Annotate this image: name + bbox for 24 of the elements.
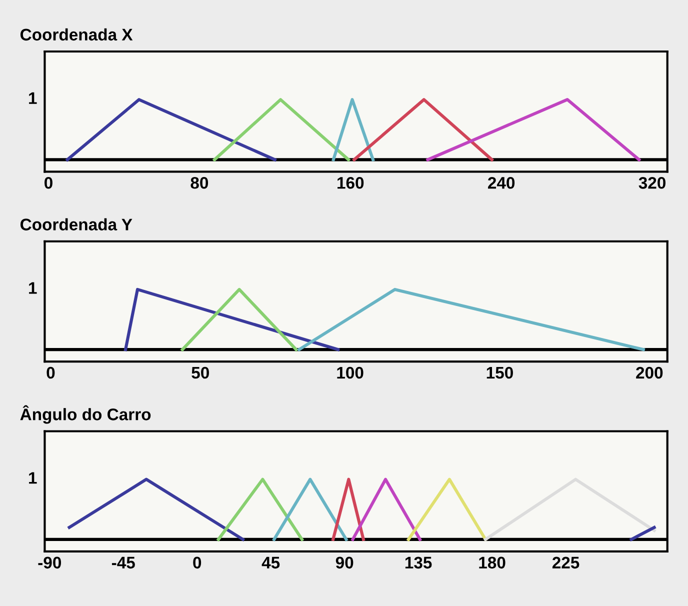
x-tick-label: 200	[636, 366, 663, 379]
x-tick-label: 100	[337, 366, 364, 379]
x-tick-label: -90	[38, 556, 61, 569]
x-tick-label: 0	[193, 556, 202, 569]
x-tick-label: 135	[405, 556, 432, 569]
x-tick-label: -45	[112, 556, 135, 569]
text: 1	[29, 92, 37, 104]
x-tick-label: 180	[479, 556, 506, 569]
x-tick-label: 90	[336, 556, 354, 569]
x-tick-label: 45	[262, 556, 280, 569]
x-tick-label: 160	[338, 177, 364, 189]
x-tick-label: 50	[192, 366, 209, 379]
chart-title: Coordenada X	[20, 28, 133, 41]
text: 1	[29, 282, 37, 294]
x-tick-label: 0	[46, 366, 55, 379]
x-tick-label: 0	[44, 177, 52, 189]
chart-title: Ângulo do Carro	[20, 405, 151, 424]
x-tick-label: 240	[488, 177, 515, 189]
x-tick-label: 320	[638, 177, 666, 189]
x-tick-label: 150	[486, 366, 513, 379]
chart-title: Coordenada Y	[20, 218, 132, 230]
text: 1	[29, 472, 37, 484]
x-tick-label: 225	[552, 556, 580, 569]
x-tick-label: 80	[190, 177, 208, 189]
